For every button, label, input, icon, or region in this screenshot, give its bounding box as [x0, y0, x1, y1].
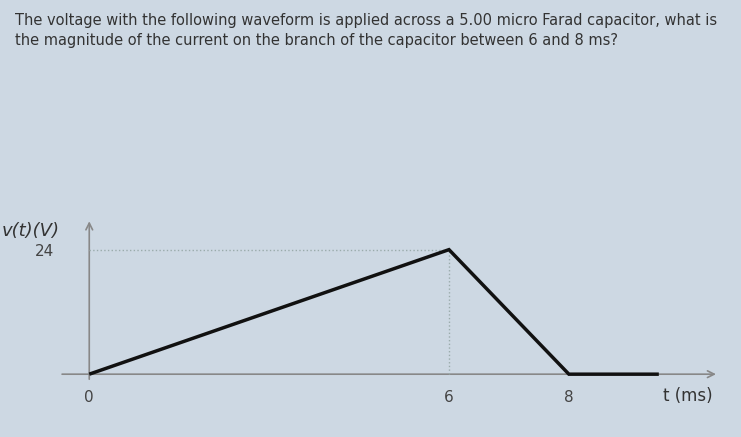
Text: t (ms): t (ms) — [663, 387, 713, 405]
Text: The voltage with the following waveform is applied across a 5.00 micro Farad cap: The voltage with the following waveform … — [15, 13, 717, 48]
Text: v(t)(V): v(t)(V) — [1, 222, 59, 239]
